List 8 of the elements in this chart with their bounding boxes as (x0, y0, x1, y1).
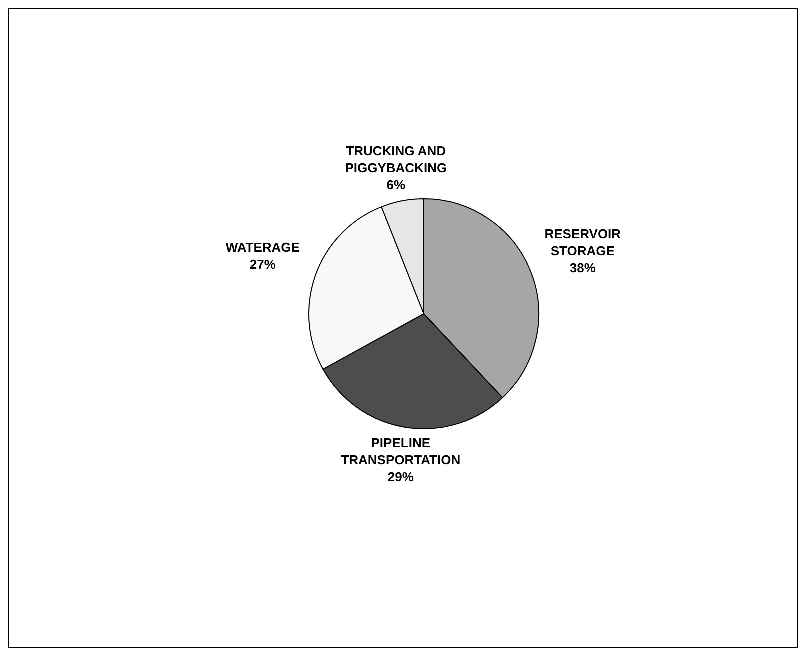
slice-label: PIPELINE TRANSPORTATION (341, 435, 461, 468)
data-label: 38% (570, 260, 596, 276)
data-label: 29% (388, 469, 414, 484)
data-label: 27% (250, 257, 276, 272)
slice-label: WATERAGE (226, 240, 300, 255)
slice-label: TRUCKING AND PIGGYBACKING (345, 144, 448, 176)
data-label: 6% (386, 178, 406, 193)
slice-label: RESERVOIR STORAGE (544, 226, 622, 259)
